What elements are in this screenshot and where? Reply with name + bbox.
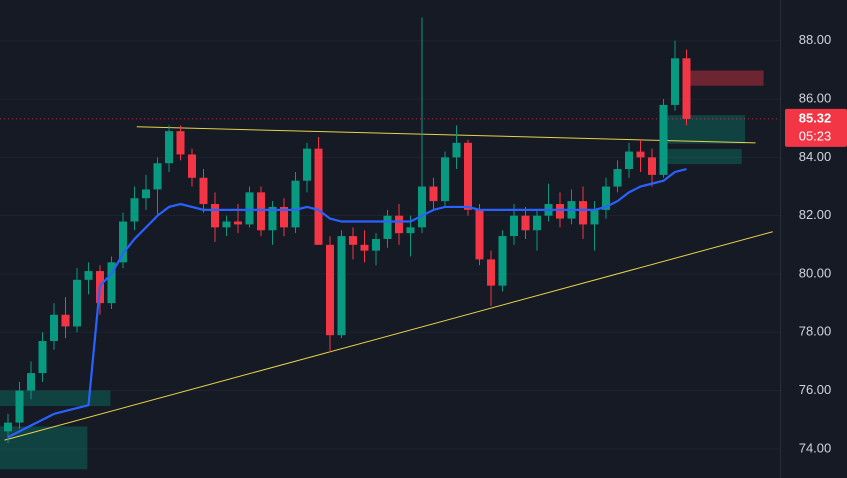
- candle-body: [38, 341, 47, 374]
- countdown-label: 05:23: [799, 128, 832, 143]
- candle-body: [337, 236, 346, 336]
- candle-body: [671, 58, 679, 105]
- candle-body: [498, 236, 507, 286]
- candle-body: [61, 314, 70, 327]
- candle-body: [15, 390, 24, 423]
- candle-body: [314, 148, 323, 245]
- candle-body: [441, 157, 449, 202]
- y-tick-label: 78.00: [799, 324, 832, 339]
- y-tick-label: 86.00: [799, 91, 832, 106]
- candle-body: [590, 209, 599, 225]
- candle-body: [84, 271, 93, 280]
- candle-body: [165, 131, 173, 164]
- candle-body: [257, 192, 265, 231]
- trendline: [136, 126, 756, 144]
- candle-body: [579, 201, 587, 225]
- candle-body: [188, 154, 196, 178]
- candle-body: [280, 206, 288, 228]
- candle-body: [4, 422, 12, 432]
- candle-body: [50, 314, 58, 342]
- candle-body: [130, 198, 139, 222]
- candle-body: [107, 262, 116, 304]
- candle-body: [521, 215, 530, 231]
- candle-body: [372, 239, 380, 251]
- candle-body: [510, 215, 518, 237]
- candle-body: [395, 215, 403, 234]
- candle-body: [176, 131, 185, 155]
- candle-body: [602, 186, 610, 210]
- y-tick-label: 88.00: [799, 32, 832, 47]
- y-tick-label: 76.00: [799, 382, 832, 397]
- candle-body: [682, 58, 691, 119]
- candle-body: [487, 259, 495, 286]
- candle-body: [73, 279, 81, 327]
- candle-body: [211, 204, 219, 228]
- price-axis: 74.00 76.00 78.00 80.00 82.00 84.00 86.00 88.00…: [785, 32, 847, 455]
- candle-body: [625, 151, 633, 170]
- last-price-box: [785, 108, 847, 147]
- candle-body: [349, 236, 357, 245]
- candle-body: [303, 148, 311, 181]
- candle-body: [418, 186, 426, 228]
- plot-area: [0, 17, 780, 470]
- candle-body: [245, 192, 254, 225]
- candle-body: [268, 206, 277, 231]
- zone: [686, 70, 764, 86]
- candle-body: [636, 151, 645, 158]
- last-price-label: 85.32: [799, 110, 832, 125]
- candle-body: [119, 221, 127, 263]
- candle-body: [142, 189, 150, 199]
- candle-body: [383, 215, 392, 239]
- candle-body: [234, 221, 242, 225]
- zone: [663, 148, 742, 165]
- candle-body: [360, 244, 369, 251]
- candle-body: [452, 142, 461, 158]
- candle-body: [613, 169, 622, 187]
- zone: [663, 115, 746, 144]
- candle-body: [475, 209, 484, 260]
- candle-body: [659, 104, 668, 175]
- zone: [0, 390, 111, 407]
- zone: [0, 426, 88, 470]
- moving-average: [7, 167, 687, 439]
- candle-body: [27, 373, 35, 391]
- candle-body: [429, 186, 438, 202]
- candle-body: [291, 180, 300, 228]
- candle-body: [648, 157, 656, 175]
- candle-body: [153, 163, 162, 190]
- candle-body: [199, 177, 208, 205]
- y-tick-label: 82.00: [799, 207, 832, 222]
- candle-body: [533, 215, 541, 231]
- y-tick-label: 80.00: [799, 265, 832, 280]
- candle-body: [326, 244, 334, 336]
- candle-body: [464, 142, 472, 210]
- trendline: [4, 231, 773, 441]
- candle-body: [406, 227, 415, 234]
- candle-body: [222, 221, 231, 228]
- candle-body: [556, 204, 564, 219]
- y-tick-label: 74.00: [799, 440, 832, 455]
- y-tick-label: 84.00: [799, 149, 832, 164]
